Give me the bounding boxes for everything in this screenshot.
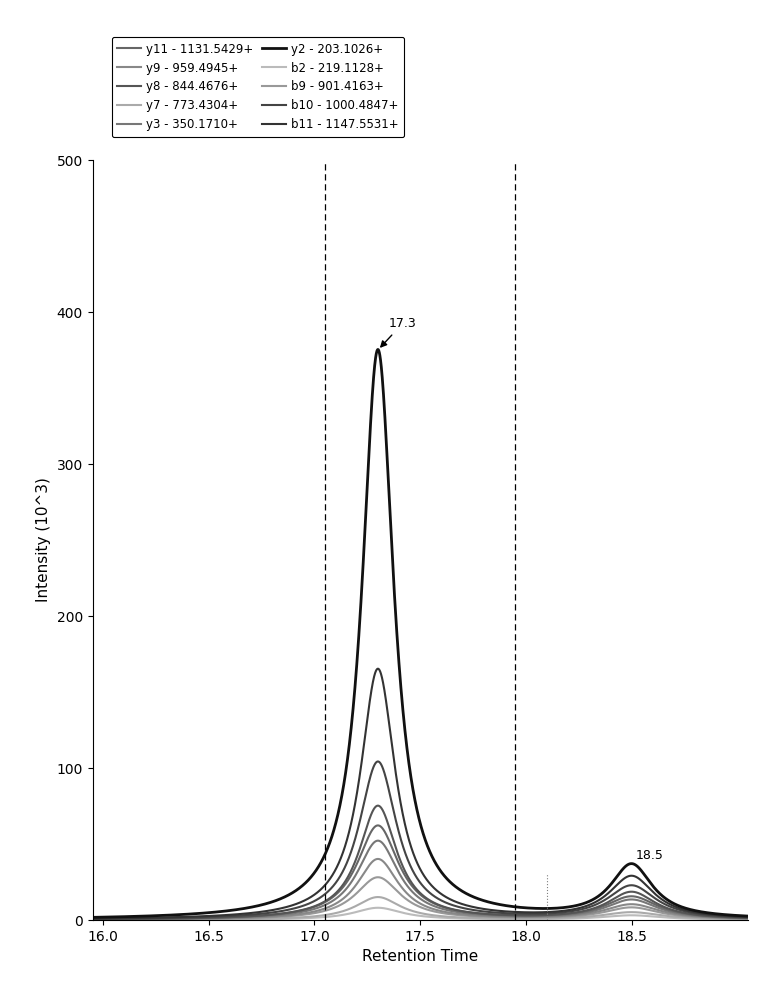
Text: 17.3: 17.3 (381, 317, 416, 347)
Y-axis label: Intensity (10^3): Intensity (10^3) (36, 478, 51, 602)
Text: 18.5: 18.5 (636, 849, 664, 862)
Legend: y11 - 1131.5429+, y9 - 959.4945+, y8 - 844.4676+, y7 - 773.4304+, y3 - 350.1710+: y11 - 1131.5429+, y9 - 959.4945+, y8 - 8… (112, 37, 404, 137)
X-axis label: Retention Time: Retention Time (362, 949, 478, 964)
